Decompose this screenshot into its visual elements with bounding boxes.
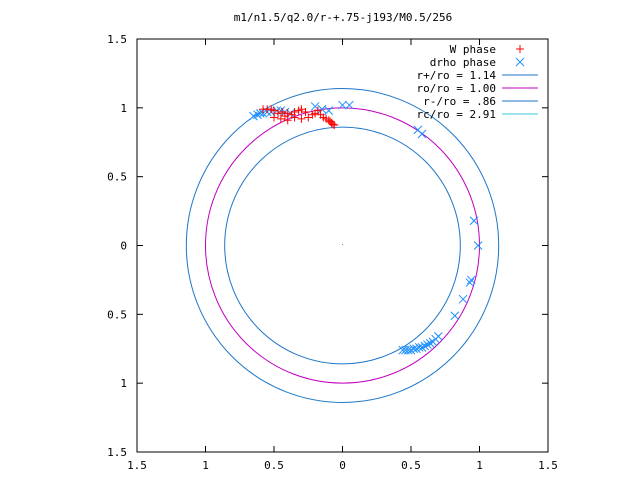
drho-phase-point bbox=[417, 343, 427, 352]
w-phase-point bbox=[313, 106, 322, 115]
drho-phase-point bbox=[425, 338, 435, 348]
drho-phase-point bbox=[409, 344, 419, 354]
drho-phase-point bbox=[338, 100, 347, 110]
y-tick-label: 0.5 bbox=[107, 171, 127, 184]
legend-label: W phase bbox=[450, 43, 496, 56]
drho-phase-point bbox=[344, 100, 354, 110]
drho-phase-point bbox=[458, 294, 468, 304]
drho-phase-point bbox=[428, 337, 438, 347]
x-tick-label: 1.5 bbox=[538, 459, 558, 472]
drho-phase-point bbox=[324, 106, 334, 115]
drho-phase-point bbox=[317, 104, 327, 114]
legend-marker bbox=[515, 57, 525, 67]
circle-r-1 bbox=[205, 107, 480, 384]
y-tick-label: 1.5 bbox=[107, 446, 127, 459]
x-tick-label: 1 bbox=[476, 459, 483, 472]
data-points bbox=[249, 100, 483, 355]
chart-title: m1/n1.5/q2.0/r-+.75-j193/M0.5/256 bbox=[234, 11, 453, 24]
y-tick-label: 0.5 bbox=[107, 308, 127, 321]
w-phase-point bbox=[283, 116, 292, 125]
drho-phase-point bbox=[423, 340, 432, 349]
w-phase-point bbox=[283, 109, 292, 118]
x-tick-label: 1.5 bbox=[127, 459, 147, 472]
w-phase-point bbox=[290, 113, 299, 122]
y-tick-label: 1.5 bbox=[107, 33, 127, 46]
drho-phase-point bbox=[417, 129, 427, 139]
w-phase-point bbox=[304, 113, 313, 122]
drho-phase-point bbox=[401, 345, 410, 355]
legend-marker bbox=[516, 45, 524, 53]
w-phase-point bbox=[278, 107, 287, 116]
y-tick-label: 1 bbox=[120, 377, 127, 390]
legend-label: ro/ro = 1.00 bbox=[417, 82, 496, 95]
w-phase-point bbox=[270, 113, 278, 122]
drho-phase-point bbox=[253, 110, 262, 120]
w-phase-point bbox=[297, 105, 306, 114]
y-tick-label: 0 bbox=[120, 240, 127, 253]
w-phase-point bbox=[276, 114, 285, 123]
drho-phase-point bbox=[414, 343, 424, 352]
circle-r-0 bbox=[185, 88, 500, 403]
x-tick-label: 0 bbox=[339, 459, 346, 472]
legend-label: rc/ro = 2.91 bbox=[417, 108, 496, 121]
legend-label: r+/ro = 1.14 bbox=[417, 69, 497, 82]
drho-phase-point bbox=[420, 341, 430, 351]
drho-phase-point bbox=[473, 241, 483, 250]
axis-ticks: 1.5 1 0.5 0 0.5 1 1.51.510.500.511.5 bbox=[107, 33, 558, 472]
w-phase-point bbox=[301, 107, 310, 116]
drho-phase-point bbox=[465, 278, 475, 288]
x-tick-label: 0.5 bbox=[264, 459, 284, 472]
drho-phase-point bbox=[450, 311, 460, 321]
circle-r-2 bbox=[224, 126, 461, 365]
center-dot bbox=[342, 244, 343, 245]
drho-phase-point bbox=[412, 344, 421, 354]
legend-label: r-/ro = .86 bbox=[423, 95, 496, 108]
drho-phase-point bbox=[469, 216, 479, 226]
w-phase-point bbox=[328, 120, 337, 129]
w-phase-point bbox=[270, 106, 278, 115]
radius-circles bbox=[185, 88, 500, 403]
drho-phase-point bbox=[398, 345, 408, 355]
legend-label: drho phase bbox=[430, 56, 496, 69]
x-tick-label: 0.5 bbox=[401, 459, 421, 472]
drho-phase-point bbox=[466, 275, 476, 285]
w-phase-point bbox=[330, 121, 339, 130]
w-phase-point bbox=[297, 114, 306, 123]
w-phase-point bbox=[274, 109, 283, 118]
y-tick-label: 1 bbox=[120, 102, 127, 115]
x-tick-label: 1 bbox=[202, 459, 209, 472]
